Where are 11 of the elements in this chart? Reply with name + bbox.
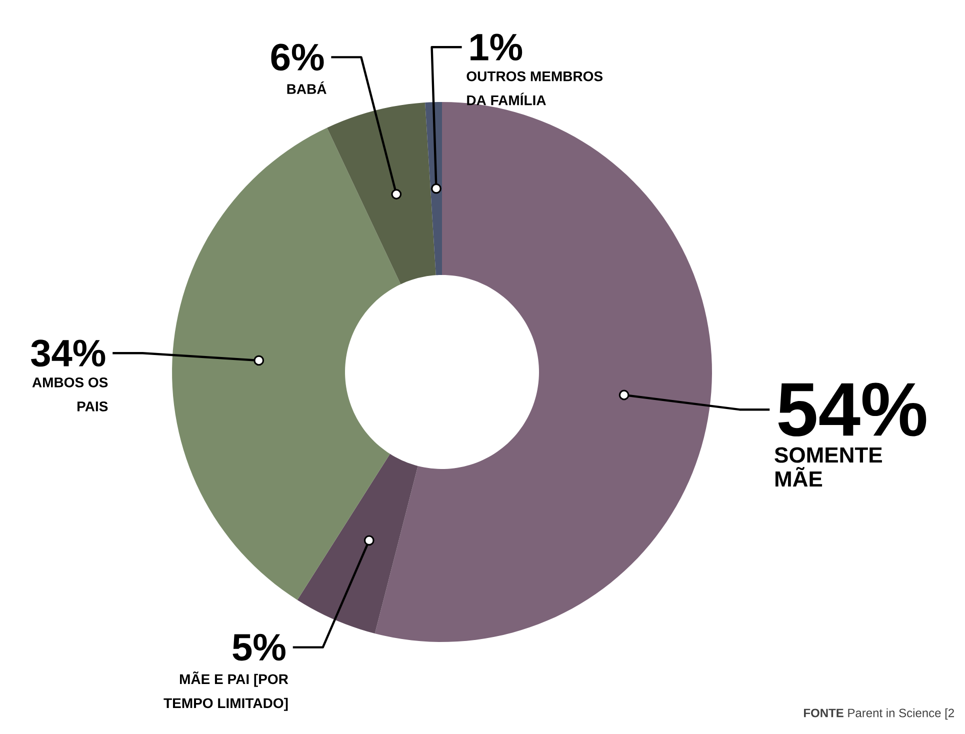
slice-label: MÃE E PAI [POR TEMPO LIMITADO] [164,672,288,711]
slice-label: OUTROS MEMBROS DA FAMÍLIA [466,71,603,106]
slice-label: SOMENTE MÃE [774,447,882,487]
text: FONTE Parent in Science [2 [804,708,954,720]
data-label: 6% [271,44,324,71]
slice-label: BABÁ [287,81,326,94]
slice-label: AMBOS OS PAIS [32,377,108,412]
data-label: 54% [778,382,926,436]
data-label: 5% [232,634,286,661]
data-label: 1% [470,34,522,61]
data-label: 34% [31,340,106,367]
